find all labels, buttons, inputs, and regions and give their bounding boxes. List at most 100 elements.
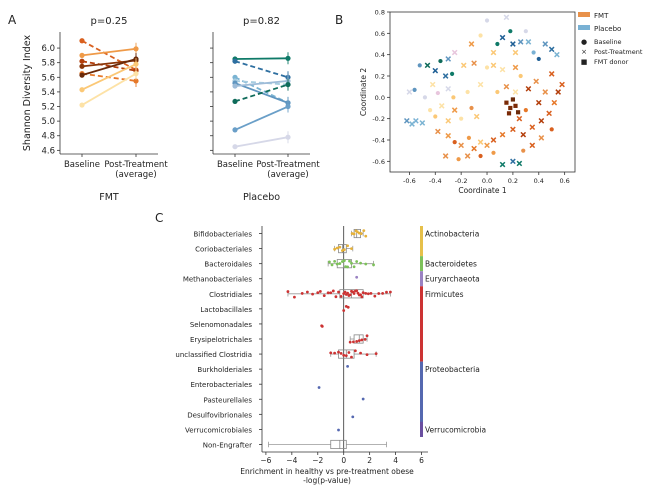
x-tick-label: Baseline [217,160,253,170]
phylum-bar [420,361,423,437]
y-tick-label: 5.0 [41,117,55,127]
legend-swatch-placebo [578,25,590,30]
series-line-8 [234,136,289,148]
strip-point [343,290,347,294]
scatter-point-post [460,62,467,69]
strip-point [328,260,331,264]
strip-point [329,351,333,355]
row-label: Coriobacteriales [195,246,252,254]
scatter-point-post [464,153,471,159]
strip-point [388,290,392,294]
x-tick-label: 2 [367,456,372,465]
y-tick-label: 5.8 [41,59,55,69]
scatter-point-baseline [536,56,541,62]
phylum-bar [420,226,423,257]
x-tick-label: (average) [267,170,308,180]
strip-point [355,230,359,234]
x-axis-label: Enrichment in healthy vs pre-treatment o… [240,467,414,476]
scatter-point-post [445,132,452,139]
scatter-point-donor [510,97,516,102]
phylum-label: Bacteroidetes [425,260,477,269]
strip-point [320,324,324,328]
data-point-post [285,134,291,140]
strip-point [335,246,339,250]
scatter-point-post [442,153,449,159]
scatter-point-donor [513,103,518,108]
strip-point [373,294,377,298]
data-point-post [285,55,291,61]
scatter-point-post [559,81,565,88]
scatter-point-baseline [449,71,455,76]
x-tick-label: −4 [286,456,297,465]
scatter-point-post [429,81,436,88]
scatter-point-post [510,158,516,165]
strip-point [365,334,369,338]
chart-title: p=0.82 [243,16,280,27]
chart-fmt-diversity: 4.6 4.8 5.0 5.2 5.4 5.6 5.8 6.0 Shannon Diversit… [22,16,168,203]
scatter-point-post [458,142,464,149]
scatter-point-post [542,89,549,95]
legend-marker-icon: ■ [581,58,588,66]
series-line-0 [81,39,137,71]
scatter-point-post [413,117,419,124]
scatter-point-post [512,89,519,95]
strip-point [342,248,346,252]
strip-point [359,351,362,355]
legend-label: FMT [594,12,609,20]
scatter-point-baseline [469,105,474,111]
x-tick-label: 0.2 [508,177,518,185]
row-label: Methanobacteriales [183,276,253,284]
scatter-point-baseline [438,58,443,64]
series-line-1 [81,47,137,57]
scatter-point-post [424,62,431,69]
data-point-baseline [232,58,238,64]
strip-point [339,295,343,298]
phylum-label: Proteobacteria [425,365,480,374]
plot-frame [389,11,576,173]
y-tick-label: 5.6 [41,73,55,83]
series-line-2 [81,60,137,72]
scatter-point-post [551,99,558,106]
scatter-point-post [477,139,484,145]
scatter-point-donor [515,110,521,115]
x-axis-label-sub: -log(p-value) [303,476,351,485]
strip-point [346,305,350,309]
strip-point [337,290,340,294]
strip-point [360,295,364,299]
box-iqr [353,334,364,344]
series-line-1 [234,60,289,79]
strip-point [342,353,346,357]
scatter-point-baseline [456,157,461,162]
scatter-point-post [477,81,484,88]
strip-point [352,232,356,236]
row-label: Bifidobacteriales [193,231,252,239]
row-label: Clostridiales [209,291,252,299]
data-point-baseline [79,58,85,64]
legend-label: Placebo [594,25,621,33]
strip-point [326,291,330,295]
scatter-point-donor [504,100,509,105]
y-axis-label: Shannon Diversity Index [22,35,33,152]
y-tick-label: -0.4 [372,137,385,145]
scatter-point-post [403,117,410,124]
strip-point [381,291,385,295]
strip-point [377,292,381,295]
scatter-point-post [538,135,545,141]
scatter-point-post [473,113,480,120]
scatter-point-post [451,49,458,56]
scatter-point-baseline [491,150,496,155]
strip-point [338,262,342,265]
scatter-point-post [516,115,523,122]
scatter-point-post [468,41,475,47]
scatter-point-post [451,107,458,113]
scatter-point-donor [508,105,513,111]
scatter-point-baseline [549,127,554,132]
y-tick-label: 5.2 [41,103,55,113]
series-line-5 [234,80,289,87]
scatter-point-baseline [521,148,526,153]
legend-label: FMT donor [594,58,629,66]
strip-point [337,350,340,354]
panel-label-b: B [335,13,343,27]
x-tick-label: (average) [115,170,156,180]
legend-marker-icon: × [581,48,587,56]
